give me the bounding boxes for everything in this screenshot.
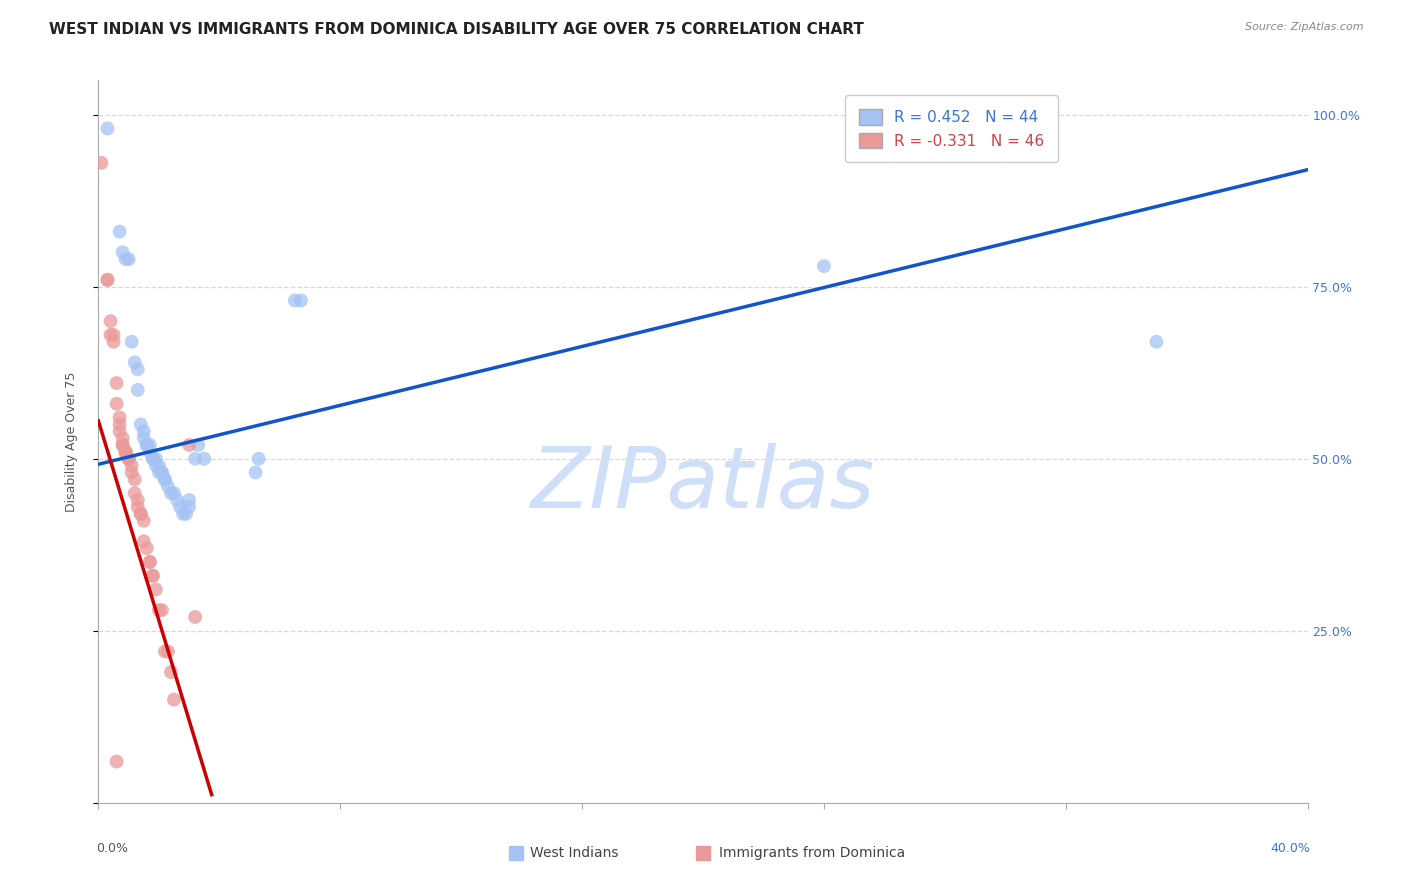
Point [96, 121, 118, 136]
Point [132, 514, 155, 528]
Point [114, 445, 136, 459]
Point [114, 445, 136, 459]
Point [284, 293, 307, 308]
Point [153, 644, 176, 658]
Point [166, 493, 188, 508]
Point [174, 507, 197, 521]
Point [135, 438, 157, 452]
Point [156, 644, 179, 658]
Point [187, 438, 209, 452]
Point [135, 541, 157, 556]
Point [111, 245, 134, 260]
Point [100, 327, 122, 342]
Point [132, 424, 155, 438]
Point [103, 327, 125, 342]
Point [148, 603, 170, 617]
Point [142, 451, 165, 466]
Point [139, 555, 162, 569]
Point [111, 438, 134, 452]
Text: West Indians: West Indians [530, 847, 619, 861]
Point [148, 458, 170, 473]
Point [153, 472, 176, 486]
Point [100, 314, 122, 328]
Text: WEST INDIAN VS IMMIGRANTS FROM DOMINICA DISABILITY AGE OVER 75 CORRELATION CHART: WEST INDIAN VS IMMIGRANTS FROM DOMINICA … [49, 22, 865, 37]
Point [1144, 334, 1167, 349]
Point [90, 156, 112, 170]
Y-axis label: Disability Age Over 75: Disability Age Over 75 [65, 371, 77, 512]
Point [160, 486, 183, 500]
Point [142, 568, 165, 582]
Point [121, 334, 143, 349]
Point [121, 466, 143, 480]
Point [118, 451, 141, 466]
Point [184, 451, 207, 466]
Point [124, 355, 146, 369]
Point [127, 383, 149, 397]
Text: Source: ZipAtlas.com: Source: ZipAtlas.com [1246, 22, 1364, 32]
Point [142, 451, 165, 466]
Point [150, 603, 173, 617]
Point [153, 472, 176, 486]
Point [129, 507, 152, 521]
Point [108, 417, 131, 432]
Point [813, 259, 835, 273]
Point [129, 507, 152, 521]
Point [172, 507, 194, 521]
Point [103, 334, 125, 349]
Point [108, 225, 131, 239]
Point [156, 479, 179, 493]
Point [139, 438, 162, 452]
Point [111, 438, 134, 452]
Point [160, 665, 183, 679]
Text: 0.0%: 0.0% [96, 842, 128, 855]
Point [150, 466, 173, 480]
Point [127, 362, 149, 376]
Point [179, 438, 201, 452]
Point [105, 755, 128, 769]
Point [193, 451, 215, 466]
Point [145, 458, 167, 473]
Text: Immigrants from Dominica: Immigrants from Dominica [718, 847, 905, 861]
Point [139, 445, 162, 459]
Point [179, 500, 201, 514]
Point [142, 568, 165, 582]
Point [132, 534, 155, 549]
Point [150, 466, 173, 480]
Point [163, 692, 186, 706]
Point [114, 445, 136, 459]
Point [121, 458, 143, 473]
Point [118, 252, 141, 267]
Point [108, 424, 131, 438]
Point [148, 466, 170, 480]
Point [169, 500, 191, 514]
Point [127, 493, 149, 508]
Point [135, 438, 157, 452]
Point [111, 431, 134, 445]
Point [124, 472, 146, 486]
Point [163, 486, 186, 500]
Legend: R = 0.452   N = 44, R = -0.331   N = 46: R = 0.452 N = 44, R = -0.331 N = 46 [845, 95, 1059, 162]
Point [118, 451, 141, 466]
Point [127, 500, 149, 514]
Text: ZIPatlas: ZIPatlas [531, 443, 875, 526]
Point [96, 273, 118, 287]
Point [132, 431, 155, 445]
Point [184, 610, 207, 624]
Point [145, 582, 167, 597]
Point [179, 493, 201, 508]
Point [124, 486, 146, 500]
Point [118, 451, 141, 466]
Point [290, 293, 312, 308]
Point [129, 417, 152, 432]
Point [139, 555, 162, 569]
Point [114, 252, 136, 267]
Text: 40.0%: 40.0% [1271, 842, 1310, 855]
Point [105, 376, 128, 390]
Point [105, 397, 128, 411]
Point [247, 451, 270, 466]
Point [96, 273, 118, 287]
Point [145, 451, 167, 466]
Point [245, 466, 267, 480]
Point [108, 410, 131, 425]
